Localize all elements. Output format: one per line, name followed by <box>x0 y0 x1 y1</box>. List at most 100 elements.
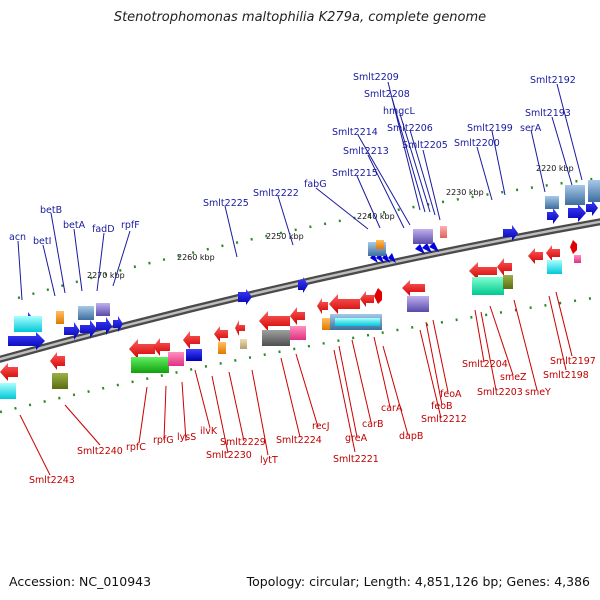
feature-block <box>503 275 513 289</box>
gene-label: Smlt2212 <box>421 414 467 425</box>
gene-label: rpfF <box>121 220 140 231</box>
gene-label: betA <box>63 220 86 231</box>
gene-arrow <box>8 332 45 350</box>
gene-label: Smlt2230 <box>206 450 252 461</box>
kbp-tick-label: 2260 kbp <box>177 253 215 262</box>
gene-label: Smlt2197 <box>550 356 596 367</box>
forward-gene-arrows[interactable] <box>8 200 598 350</box>
gene-label: Smlt2225 <box>203 198 249 209</box>
gene-arrow <box>528 248 543 264</box>
gene-label: Smlt2208 <box>364 89 410 100</box>
reverse-feature-blocks[interactable] <box>0 255 581 399</box>
gene-arrow <box>50 352 65 370</box>
gene-label: Smlt2229 <box>220 437 266 448</box>
feature-block <box>96 303 110 316</box>
kbp-scale: 2220 kbp 2230 kbp 2240 kbp 2250 kbp 2260… <box>87 164 574 280</box>
gene-arrow <box>64 322 80 340</box>
gene-label: betB <box>40 205 62 216</box>
feature-block <box>440 226 447 238</box>
gene-arrow <box>429 242 439 252</box>
bottom-gene-labels: Smlt2197 Smlt2204 smeZ Smlt2198 Smlt2203… <box>29 356 596 486</box>
gene-arrow <box>503 225 518 241</box>
gene-arrow <box>469 262 497 280</box>
gene-label: serA <box>520 123 542 134</box>
gene-label: Smlt2193 <box>525 108 571 119</box>
gene-label: recJ <box>312 421 330 432</box>
gene-arrow <box>570 240 577 254</box>
kbp-tick-label: 2230 kbp <box>446 188 484 197</box>
gene-label: fadD <box>92 224 115 235</box>
feature-block <box>407 296 429 312</box>
gene-label: Smlt2215 <box>332 168 378 179</box>
gene-arrow <box>0 363 18 381</box>
feature-block <box>322 318 330 330</box>
feature-block <box>472 277 504 295</box>
feature-block <box>376 240 384 249</box>
gene-arrow <box>113 316 123 332</box>
gene-label: Smlt2205 <box>402 140 448 151</box>
bottom-leader-lines <box>19 291 573 476</box>
kbp-tick-label: 2220 kbp <box>536 164 574 173</box>
gene-label: Smlt2203 <box>477 387 523 398</box>
gene-label: lytT <box>260 455 278 466</box>
gene-label: Smlt2199 <box>467 123 513 134</box>
feature-block <box>547 260 562 274</box>
gene-arrow <box>317 298 328 314</box>
feature-block <box>168 352 184 366</box>
gene-label: rpfG <box>153 435 174 446</box>
gene-arrow <box>388 253 396 263</box>
gene-label: Smlt2204 <box>462 359 508 370</box>
gene-arrow <box>497 258 512 276</box>
gene-arrow <box>80 320 97 338</box>
top-leader-lines <box>17 81 583 301</box>
gene-arrow <box>586 200 598 216</box>
reverse-gene-arrows[interactable] <box>0 240 577 381</box>
gene-label: betI <box>33 236 51 247</box>
feature-block <box>186 349 202 361</box>
forward-tick-track <box>17 176 600 300</box>
gene-label: rpfC <box>126 442 146 453</box>
gene-label: Smlt2240 <box>77 446 123 457</box>
gene-arrow <box>153 338 170 356</box>
feature-block <box>0 383 16 399</box>
genome-summary-text: Topology: circular; Length: 4,851,126 bp… <box>246 574 590 589</box>
gene-label: ilvK <box>200 426 218 437</box>
gene-label: Smlt2200 <box>454 138 500 149</box>
forward-feature-blocks[interactable] <box>14 180 600 332</box>
gene-label: Smlt2206 <box>387 123 433 134</box>
feature-block <box>131 357 169 373</box>
gene-arrow <box>290 307 305 325</box>
gene-label: Smlt2222 <box>253 188 299 199</box>
feature-block <box>240 339 247 349</box>
kbp-tick-label: 2270 kbp <box>87 271 125 280</box>
gene-label: acn <box>9 232 26 243</box>
accession-text: Accession: NC_010943 <box>9 574 152 589</box>
gene-arrow <box>235 320 245 336</box>
feature-block <box>413 229 433 244</box>
gene-label: lysS <box>177 432 196 443</box>
gene-label: Smlt2198 <box>543 370 589 381</box>
gene-label: Smlt2214 <box>332 127 378 138</box>
feature-block <box>574 255 581 263</box>
gene-label: Smlt2243 <box>29 475 75 486</box>
gene-label: fabG <box>304 179 327 190</box>
gene-label: dapB <box>399 431 423 442</box>
feature-block <box>335 318 380 326</box>
feature-block <box>262 330 290 346</box>
gene-arrow <box>214 326 228 342</box>
genome-title: Stenotrophomonas maltophilia K279a, comp… <box>113 10 487 25</box>
gene-label: Smlt2224 <box>276 435 322 446</box>
gene-arrow <box>568 204 586 222</box>
feature-block <box>52 373 68 389</box>
gene-label: feoA <box>440 389 462 400</box>
gene-arrow <box>259 311 290 331</box>
gene-label: smeZ <box>500 372 527 383</box>
feature-block <box>290 326 306 340</box>
gene-label: smeY <box>525 387 551 398</box>
gene-label: greA <box>345 433 368 444</box>
gene-label: Smlt2213 <box>343 146 389 157</box>
feature-block <box>565 185 585 205</box>
gene-arrow <box>546 245 560 261</box>
genome-backbone <box>0 218 600 363</box>
